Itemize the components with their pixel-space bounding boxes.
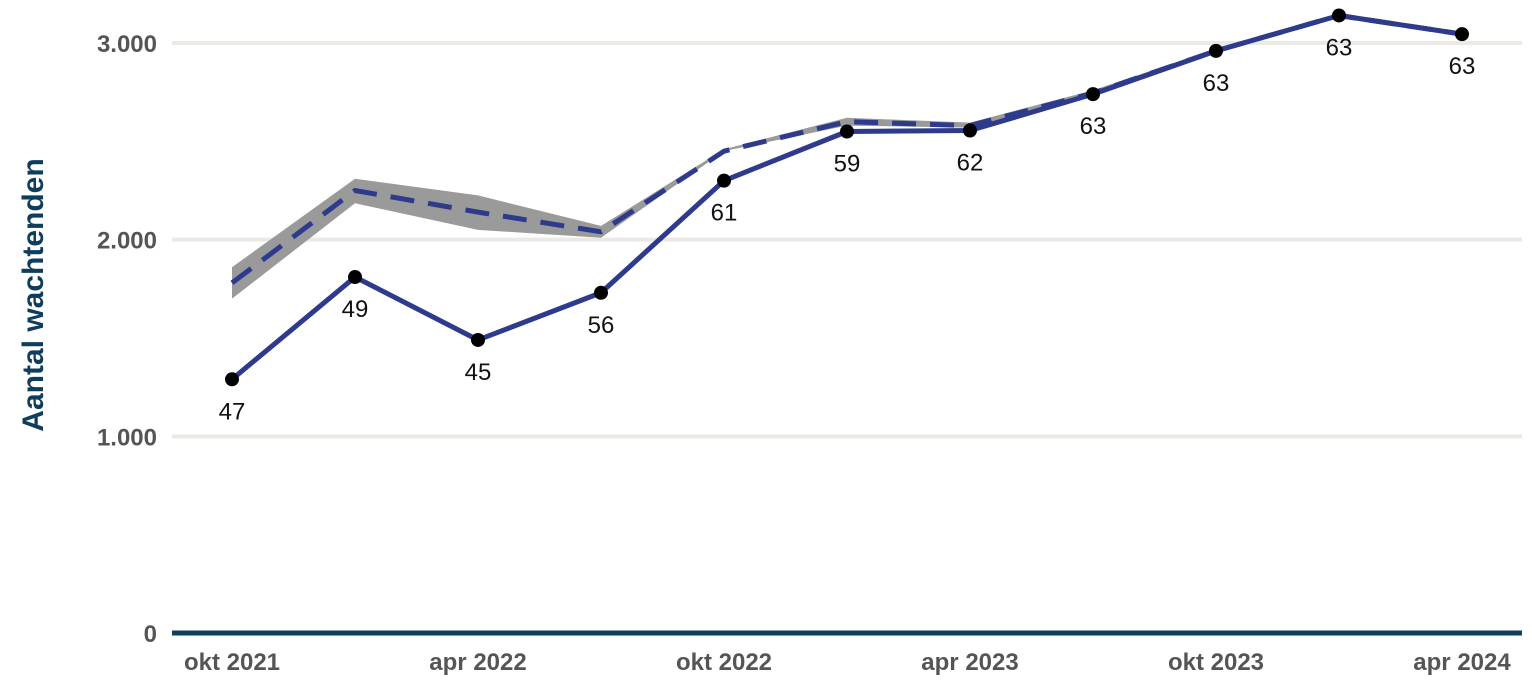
y-tick-label: 1.000: [97, 424, 157, 451]
data-label: 59: [834, 151, 861, 178]
data-point: [963, 123, 977, 138]
confidence-band-area: [232, 13, 1462, 299]
data-label: 63: [1326, 34, 1353, 61]
data-point: [1086, 87, 1100, 102]
y-tick-label: 0: [144, 621, 157, 648]
data-label: 63: [1203, 70, 1230, 97]
data-point: [1332, 8, 1346, 23]
data-point: [471, 332, 485, 347]
y-tick-label: 3.000: [97, 31, 157, 58]
data-label: 63: [1080, 113, 1107, 140]
x-tick-label: apr 2023: [921, 649, 1018, 676]
data-label: 56: [588, 312, 615, 339]
data-label: 62: [957, 150, 984, 177]
data-point: [840, 124, 854, 139]
series-line-dashed: [230, 12, 1463, 285]
data-label: 49: [342, 296, 369, 323]
confidence-band: [232, 13, 1462, 299]
x-tick-label: okt 2023: [1168, 649, 1264, 676]
data-label: 61: [711, 200, 738, 227]
data-label: 47: [219, 398, 246, 425]
data-point: [1209, 43, 1223, 58]
data-markers: [225, 8, 1469, 387]
y-tick-label: 2.000: [97, 228, 157, 255]
data-point: [1455, 27, 1469, 42]
x-tick-label: okt 2021: [184, 649, 280, 676]
data-point: [348, 270, 362, 285]
data-point: [225, 372, 239, 387]
data-label: 45: [465, 359, 492, 386]
x-tick-label: apr 2024: [1413, 649, 1511, 676]
axes: 0 1.000 2.000 3.000 okt 2021 apr 2022 okt 2022…: [97, 31, 1522, 676]
x-tick-label: okt 2022: [676, 649, 772, 676]
y-axis-label: Aantal wachtenden: [17, 158, 50, 431]
data-labels: 47 49 45 56 61 59 62 63 63 63 63: [219, 34, 1476, 425]
data-label: 63: [1449, 53, 1476, 80]
data-point: [717, 173, 731, 188]
data-point: [594, 285, 608, 300]
gridlines: [172, 41, 1522, 439]
x-tick-label: apr 2022: [429, 649, 526, 676]
